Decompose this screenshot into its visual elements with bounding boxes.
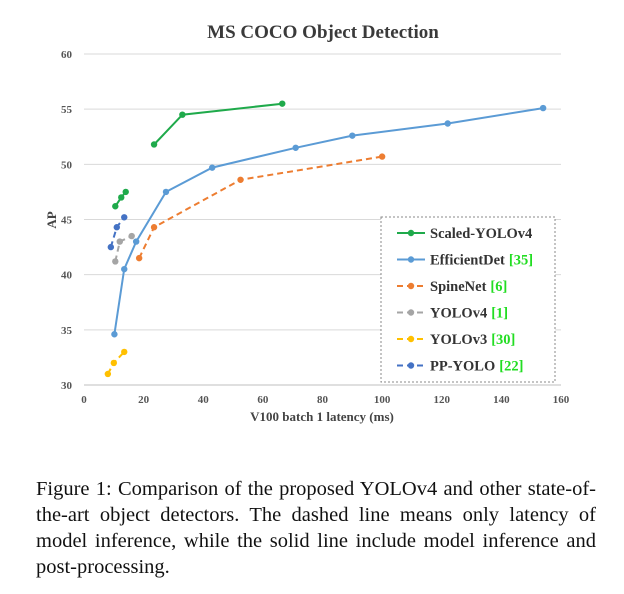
legend-label: PP-YOLO [22] (430, 359, 523, 375)
data-point (121, 214, 128, 221)
series-pp-yolo (107, 214, 128, 251)
y-tick-label: 50 (61, 159, 73, 171)
series-yolov4 (112, 232, 135, 265)
series-scaled-yolov4 (112, 100, 286, 210)
data-point (111, 331, 118, 338)
tick-labels: 30 35 40 45 50 55 60 0 20 40 60 80 100 120 140 160 (61, 49, 570, 406)
x-tick-label: 100 (374, 394, 391, 406)
legend-item: EfficientDet [35] (397, 253, 533, 269)
legend-reference: [6] (490, 279, 507, 295)
legend-series-name: EfficientDet (430, 253, 505, 269)
legend-label: EfficientDet [35] (430, 253, 533, 269)
data-point (122, 188, 129, 196)
data-point (150, 141, 158, 148)
x-tick-label: 60 (257, 394, 269, 406)
data-point (539, 104, 547, 112)
legend-series-name: YOLOv4 (430, 306, 487, 322)
data-point (107, 243, 115, 251)
data-point (118, 194, 125, 201)
series-yolov3 (104, 348, 128, 378)
y-tick-label: 45 (61, 215, 73, 227)
legend-reference: [35] (509, 253, 533, 269)
data-point (121, 265, 128, 273)
y-tick-label: 40 (61, 270, 73, 282)
data-point (113, 224, 120, 231)
legend-swatch-marker (407, 229, 415, 237)
x-tick-label: 40 (198, 394, 210, 406)
legend-item: SpineNet [6] (397, 279, 507, 295)
data-point (150, 224, 158, 231)
series-spinenet (135, 153, 386, 262)
x-tick-label: 140 (493, 394, 510, 406)
legend-item: YOLOv4 [1] (397, 306, 508, 322)
data-point (208, 164, 216, 171)
data-point (444, 120, 451, 127)
data-point (162, 188, 170, 196)
data-point (110, 359, 118, 367)
legend-item: PP-YOLO [22] (397, 359, 523, 375)
data-point (349, 132, 356, 139)
data-point (292, 144, 299, 151)
y-axis-label: AP (44, 211, 59, 228)
series-lines (104, 100, 547, 378)
legend-swatch-marker (407, 309, 415, 316)
legend-reference: [22] (499, 359, 523, 375)
figure-caption: Figure 1: Comparison of the proposed YOL… (36, 478, 596, 578)
y-tick-label: 35 (61, 325, 73, 337)
legend-series-name: YOLOv3 (430, 332, 487, 348)
data-point (112, 258, 119, 265)
legend-item: YOLOv3 [30] (397, 332, 515, 348)
x-axis-label: V100 batch 1 latency (ms) (250, 409, 394, 424)
legend-swatch-marker (407, 362, 415, 369)
legend-label: Scaled-YOLOv4 (430, 226, 532, 242)
data-point (128, 232, 135, 240)
legend-label: YOLOv4 [1] (430, 306, 508, 322)
x-tick-label: 120 (434, 394, 451, 406)
legend-swatch-marker (407, 282, 415, 290)
data-point (279, 100, 286, 107)
data-point (135, 254, 143, 262)
series-line (153, 102, 283, 146)
x-tick-label: 20 (138, 394, 150, 406)
data-point (179, 111, 186, 118)
data-point (132, 238, 140, 245)
x-tick-label: 80 (317, 394, 329, 406)
legend-box (380, 216, 556, 383)
chart-title: MS COCO Object Detection (207, 22, 439, 43)
legend-swatch-marker (407, 335, 415, 343)
legend-reference: [30] (491, 332, 515, 348)
data-point (112, 203, 119, 210)
legend-label: SpineNet [6] (430, 279, 507, 295)
legend-label: YOLOv3 [30] (430, 332, 515, 348)
y-tick-label: 60 (61, 49, 73, 61)
legend-item: Scaled-YOLOv4 (397, 226, 532, 242)
data-point (104, 370, 112, 378)
legend-series-name: SpineNet (430, 279, 487, 295)
legend-series-name: Scaled-YOLOv4 (430, 226, 532, 242)
data-point (237, 176, 244, 183)
legend-series-name: PP-YOLO (430, 359, 495, 375)
series-efficientdet (111, 104, 547, 338)
data-point (378, 153, 386, 160)
x-tick-label: 0 (81, 394, 87, 406)
legend-reference: [1] (491, 306, 508, 322)
data-point (121, 348, 128, 356)
y-tick-label: 30 (61, 380, 73, 392)
data-point (116, 238, 123, 245)
y-tick-label: 55 (61, 104, 73, 116)
series-line (138, 155, 383, 259)
x-tick-label: 160 (553, 394, 570, 406)
chart: MS COCO Object Detection 30 35 40 45 50 55 60 0… (44, 22, 570, 424)
legend-swatch-marker (407, 256, 415, 263)
